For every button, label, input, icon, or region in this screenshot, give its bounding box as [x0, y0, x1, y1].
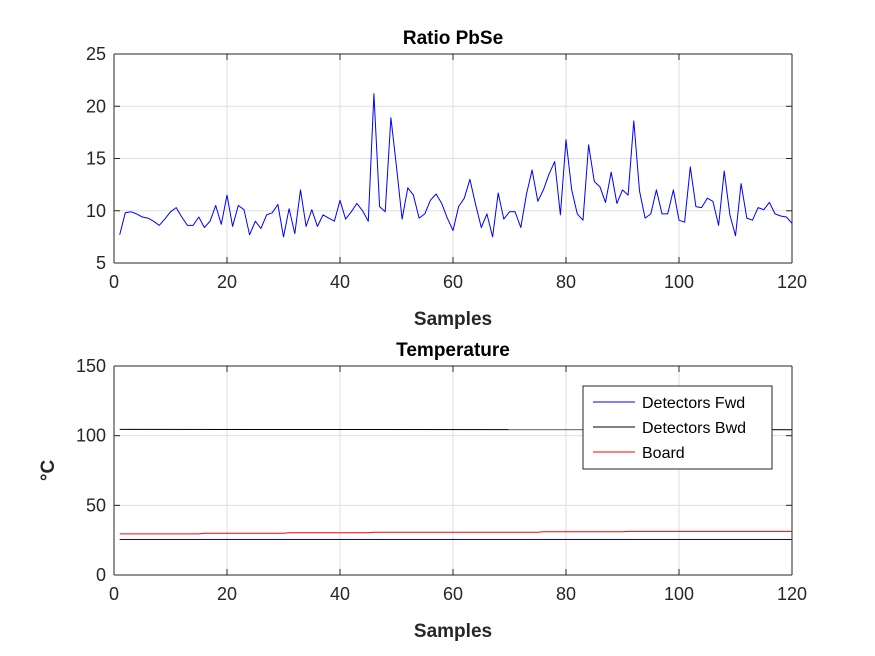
ratio-pbse-axes: 0 20 40 60 80 100 120 5 10 15 20 25 Ratio PbSe Sample… — [86, 28, 807, 330]
x-tick-label: 0 — [109, 272, 119, 292]
legend-entry: Detectors Fwd — [642, 395, 745, 412]
x-tick-label: 100 — [664, 584, 694, 604]
x-tick-label: 100 — [664, 272, 694, 292]
y-tick-label: 50 — [86, 495, 106, 515]
y-tick-label: 25 — [86, 44, 106, 64]
y-tick-label: 5 — [96, 253, 106, 273]
x-tick-label: 80 — [556, 272, 576, 292]
y-tick-label: 15 — [86, 149, 106, 169]
x-tick-label: 40 — [330, 584, 350, 604]
series-line-0 — [119, 93, 793, 238]
y-tick-label: 20 — [86, 96, 106, 116]
legend-entry: Detectors Bwd — [642, 420, 746, 437]
x-tick-label: 120 — [777, 272, 807, 292]
legend-entry: Board — [642, 445, 685, 462]
x-axis-label: Samples — [414, 621, 492, 642]
x-tick-label: 0 — [109, 584, 119, 604]
x-tick-label: 60 — [443, 584, 463, 604]
y-tick-label: 10 — [86, 201, 106, 221]
x-tick-label: 120 — [777, 584, 807, 604]
y-tick-label: 100 — [76, 426, 106, 446]
x-tick-label: 80 — [556, 584, 576, 604]
y-axis-label: °C — [38, 460, 59, 482]
chart-title: Ratio PbSe — [403, 28, 503, 49]
x-tick-label: 20 — [217, 272, 237, 292]
chart-title: Temperature — [396, 340, 510, 361]
x-axis-label: Samples — [414, 309, 492, 330]
y-tick-label: 150 — [76, 356, 106, 376]
temperature-axes: 0 20 40 60 80 100 120 0 50 100 150 Temperature Sampl… — [38, 340, 807, 642]
x-tick-label: 20 — [217, 584, 237, 604]
series-line-2 — [119, 430, 793, 535]
x-tick-label: 60 — [443, 272, 463, 292]
x-tick-label: 40 — [330, 272, 350, 292]
y-tick-label: 0 — [96, 565, 106, 585]
